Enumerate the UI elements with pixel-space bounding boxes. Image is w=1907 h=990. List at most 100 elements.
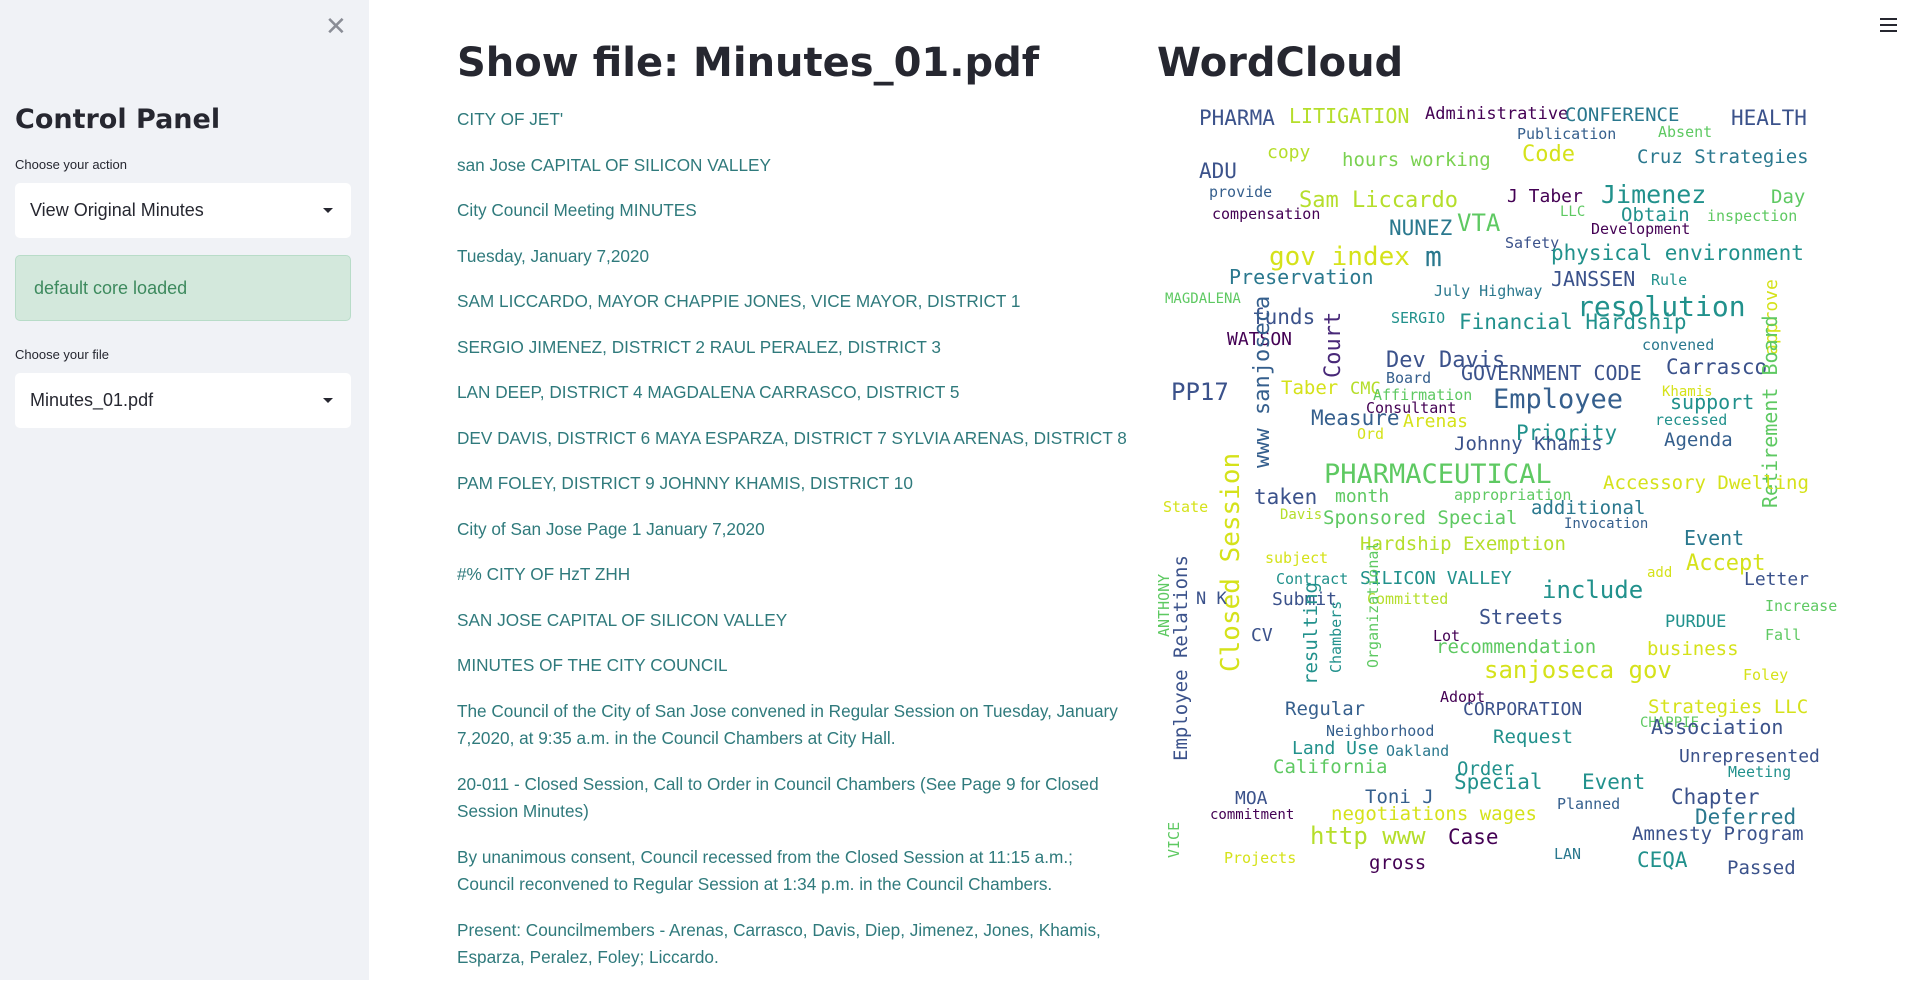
wordcloud-word: Rule (1651, 271, 1687, 289)
wordcloud-word: Retirement Board (1758, 315, 1782, 508)
wordcloud-word: recommendation (1436, 636, 1596, 658)
wordcloud-word: provide (1209, 183, 1272, 201)
wordcloud-word: add (1647, 565, 1672, 581)
wordcloud-word: Johnny Khamis (1454, 433, 1603, 455)
wordcloud-word: support (1670, 390, 1754, 414)
wordcloud-word: CORPORATION (1463, 699, 1582, 720)
doc-paragraph: PAM FOLEY, DISTRICT 9 JOHNNY KHAMIS, DIS… (457, 473, 913, 493)
status-alert-text: default core loaded (34, 277, 188, 298)
wordcloud-word: Development (1591, 220, 1690, 238)
wordcloud-word: ADU (1199, 159, 1237, 183)
wordcloud-word: resulting (1300, 582, 1322, 685)
wordcloud-word: Strategies LLC (1648, 696, 1808, 718)
wordcloud-word: Committed (1367, 590, 1448, 608)
wordcloud-word: Amnesty Program (1632, 823, 1804, 845)
wordcloud-word: CHAPPIE (1640, 715, 1699, 731)
wordcloud-word: Fall (1765, 626, 1801, 644)
wordcloud-word: subject (1265, 549, 1328, 567)
wordcloud-word: California (1273, 756, 1387, 778)
doc-paragraph: The Council of the City of San Jose conv… (457, 700, 1118, 749)
wordcloud-word: Davis (1280, 507, 1322, 523)
wordcloud-word: Sponsored Special (1323, 507, 1517, 529)
action-select-value: View Original Minutes (30, 200, 204, 220)
wordcloud-word: Safety (1505, 234, 1559, 252)
wordcloud-word: N K (1196, 589, 1227, 609)
doc-paragraph: LAN DEEP, DISTRICT 4 MAGDALENA CARRASCO,… (457, 382, 960, 402)
doc-paragraph: City Council Meeting MINUTES (457, 200, 697, 220)
wordcloud-word: Land Use (1292, 738, 1379, 759)
wordcloud-word: gross (1369, 852, 1426, 874)
wordcloud-word: taken (1254, 485, 1317, 509)
wordcloud-word: SERGIO (1391, 309, 1445, 327)
action-select[interactable]: View Original Minutes (15, 183, 351, 238)
wordcloud-word: additional (1531, 497, 1645, 519)
wordcloud-word: www sanjoseca (1250, 296, 1275, 468)
wordcloud-word: GOVERNMENT CODE (1461, 361, 1642, 385)
wordcloud-word: WATSON (1227, 329, 1292, 350)
status-alert: default core loaded (15, 255, 351, 321)
wordcloud-word: Closed Session (1216, 453, 1246, 672)
wordcloud-word: Measure (1311, 406, 1400, 430)
wordcloud-word: funds (1252, 305, 1315, 329)
wordcloud-word: State (1163, 498, 1208, 516)
hamburger-menu-icon[interactable] (1880, 18, 1897, 34)
wordcloud-word: gov index (1269, 242, 1410, 272)
wordcloud-word: VTA (1457, 209, 1501, 237)
chevron-down-icon (323, 398, 333, 403)
wordcloud-word: HEALTH (1731, 106, 1807, 130)
wordcloud-word: Code (1522, 142, 1575, 167)
wordcloud-word: Cruz Strategies (1637, 146, 1809, 168)
wordcloud-word: physical environment (1551, 241, 1804, 265)
wordcloud-word: Order (1457, 758, 1514, 780)
wordcloud-word: copy (1267, 142, 1311, 163)
wordcloud-svg: PHARMA LITIGATION AdministrativeCONFERENCE… (1157, 104, 1837, 879)
wordcloud-word: Request (1493, 726, 1573, 748)
wordcloud-title: WordCloud (1157, 40, 1404, 86)
wordcloud-word: http www (1310, 822, 1426, 850)
wordcloud-word: Projects (1224, 849, 1296, 867)
wordcloud-word: Priority (1516, 421, 1617, 445)
wordcloud-word: Unrepresented (1679, 746, 1820, 767)
wordcloud-word: Submit (1272, 589, 1337, 610)
wordcloud-word: Special (1454, 770, 1543, 794)
wordcloud-word: JANSSEN (1551, 267, 1635, 291)
wordcloud-word: VICE (1165, 822, 1183, 858)
wordcloud-word: hours working (1342, 149, 1491, 171)
wordcloud-word: appropriation (1454, 486, 1571, 504)
doc-paragraph: By unanimous consent, Council recessed f… (457, 846, 1073, 895)
document-text: CITY OF JET' san Jose CAPITAL OF SILICON… (457, 106, 1132, 990)
wordcloud-word: inspection (1707, 207, 1797, 225)
wordcloud-word: Hardship Exemption (1360, 533, 1566, 555)
wordcloud-word: commitment (1210, 807, 1294, 823)
wordcloud-word: Administrative (1425, 104, 1568, 124)
file-select-value: Minutes_01.pdf (30, 390, 154, 410)
wordcloud-word: Ord (1357, 425, 1384, 443)
wordcloud-word: compensation (1212, 205, 1320, 223)
doc-paragraph: #% CITY OF HzT ZHH (457, 564, 631, 584)
wordcloud-word: Dev Davis (1386, 348, 1505, 373)
doc-paragraph: CITY OF JET' (457, 109, 564, 129)
wordcloud-word: CV (1251, 625, 1273, 646)
wordcloud-word: Khamis (1662, 384, 1713, 400)
wordcloud-word: Passed (1727, 857, 1796, 879)
wordcloud-word: Meeting (1728, 763, 1791, 781)
wordcloud-word: Consultant (1366, 399, 1456, 417)
wordcloud-word: Publication (1517, 125, 1616, 143)
wordcloud-word: Day (1771, 186, 1805, 208)
file-select[interactable]: Minutes_01.pdf (15, 373, 351, 428)
wordcloud-word: LLC (1560, 204, 1585, 220)
wordcloud-word: Contract (1276, 570, 1348, 588)
wordcloud-word: NUNEZ (1389, 216, 1452, 240)
wordcloud-word: Absent (1658, 123, 1712, 141)
close-icon[interactable]: ✕ (325, 12, 347, 42)
wordcloud-word: CEQA (1637, 848, 1688, 872)
wordcloud-word: Jimenez (1601, 180, 1706, 209)
wordcloud-word: Streets (1479, 605, 1563, 629)
wordcloud-word: Adopt (1440, 688, 1485, 706)
doc-paragraph: City of San Jose Page 1 January 7,2020 (457, 518, 765, 539)
wordcloud-word: Oakland (1386, 742, 1449, 760)
wordcloud-word: Sam Liccardo (1299, 188, 1458, 213)
doc-paragraph: SAN JOSE CAPITAL OF SILICON VALLEY (457, 609, 788, 630)
wordcloud-word: LAN (1554, 845, 1581, 863)
wordcloud-word: MOA (1235, 788, 1268, 809)
